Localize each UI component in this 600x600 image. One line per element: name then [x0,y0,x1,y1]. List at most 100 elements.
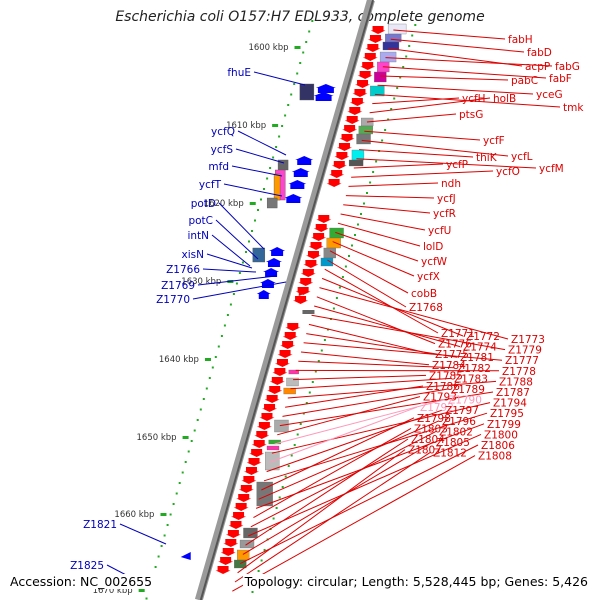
forward-gene-arrow [269,247,286,256]
gene-block [268,439,281,445]
gene-label: ycfR [433,208,456,220]
scale-dot [226,314,229,316]
scale-dot [172,503,175,505]
reverse-gene-arrow [220,548,236,556]
scale-dot [202,398,205,400]
label-leader-line [335,231,419,262]
scale-dot [205,387,208,390]
reverse-gene-arrow [298,288,309,296]
label-leader-line [393,29,506,40]
scale-tick-label: 1610 kbp [226,121,266,131]
label-leader-line [119,523,167,545]
scale-dot [181,471,184,474]
scale-dot [341,276,344,278]
label-leader-line [343,204,431,214]
gene-label: ycfP [446,159,468,171]
gene-label: Z1794 [493,398,527,410]
label-leader-line [192,281,287,300]
label-leader-line [197,275,277,286]
forward-gene-arrow [256,290,271,299]
label-leader-line [366,113,457,123]
gene-label: Z1774 [463,342,497,354]
label-leader-line [385,57,553,67]
scale-dot [302,51,305,54]
label-leader-line [329,250,409,294]
gene-label: tmk [563,102,584,114]
scale-tick-mark [138,589,145,592]
gene-label: ycfH [462,93,486,105]
gene-label: ycfU [428,225,451,237]
scale-dot [405,55,408,58]
scale-dot [166,524,169,526]
scale-dot [308,391,311,394]
gene-label: Z1782 [457,363,491,375]
gene-label: Z1773 [511,334,545,346]
scale-dot [169,513,172,516]
gene-label: Z1825 [70,560,104,572]
gene-label: Z1775 [435,349,469,361]
genome-backbone-edge [199,0,374,600]
gene-label: Z1769 [161,280,195,292]
scale-dot [275,507,278,509]
reverse-gene-arrow [223,539,239,547]
reverse-gene-arrow [342,125,358,133]
scale-dot [241,261,244,264]
label-leader-line [279,391,494,427]
scale-tick-label: 1640 kbp [159,355,199,365]
label-leader-line [285,385,424,408]
label-leader-line [353,163,444,169]
scale-dot [296,72,299,75]
gene-block [320,257,334,267]
scale-tick-label: 1660 kbp [114,510,154,520]
forward-gene-arrow [180,552,191,560]
scale-tick-mark [160,513,167,516]
scale-dot [402,66,405,68]
label-leader-line [361,139,509,157]
gene-label: mfd [208,161,229,173]
reverse-gene-arrow [269,377,285,385]
reverse-gene-arrow [267,386,283,394]
label-leader-line [308,323,433,355]
gene-block [370,85,385,97]
scale-dot [411,34,414,37]
label-leader-line [359,149,474,158]
reverse-gene-arrow [272,368,288,376]
scale-dot [299,423,302,425]
reverse-gene-arrow [233,503,249,511]
label-leader-line [293,374,427,381]
gene-block [288,369,299,375]
reverse-gene-arrow [228,521,244,529]
label-leader-line [237,130,287,156]
forward-gene-arrow [315,84,336,93]
scale-dot [332,307,335,310]
reverse-gene-arrow [326,179,342,187]
label-lines-layer [106,29,561,592]
reverse-gene-arrow [339,134,355,142]
gene-label: ycfX [417,271,440,283]
reverse-gene-arrow [241,476,257,484]
scale-dot [220,335,223,337]
gene-label: Z1799 [487,419,521,431]
reverse-gene-arrow [313,224,329,232]
scale-dot [196,419,199,421]
gene-label: Z1806 [481,440,515,452]
gene-label: cobB [411,288,437,300]
scale-dot [154,566,157,568]
scale-dot [408,45,411,47]
scale-dot [354,234,356,236]
gene-block [374,71,387,83]
gene-block [387,23,407,35]
reverse-gene-arrow [360,62,376,70]
scale-dot [157,555,160,558]
gene-block [252,247,266,263]
label-leader-line [369,97,491,114]
scale-dot [199,408,202,411]
scale-dot [314,370,317,373]
label-leader-line [206,253,253,269]
scale-dot [296,433,299,436]
label-leader-line [287,380,497,399]
reverse-gene-arrow [357,71,373,79]
scale-dot [399,76,402,79]
forward-gene-arrow [284,194,303,203]
label-leader-line [300,351,430,366]
